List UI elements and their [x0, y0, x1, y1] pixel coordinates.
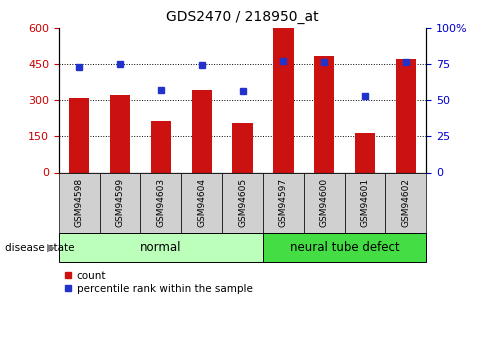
Bar	[386, 172, 426, 233]
Text: GSM94602: GSM94602	[401, 178, 411, 227]
Text: GSM94598: GSM94598	[74, 178, 84, 227]
Title: GDS2470 / 218950_at: GDS2470 / 218950_at	[166, 10, 319, 24]
Text: neural tube defect: neural tube defect	[290, 241, 399, 254]
Bar	[69, 98, 89, 172]
Bar	[222, 172, 263, 233]
Text: GSM94605: GSM94605	[238, 178, 247, 227]
Bar	[181, 172, 222, 233]
Bar	[59, 172, 99, 233]
Bar	[141, 172, 181, 233]
Text: GSM94603: GSM94603	[156, 178, 166, 227]
Bar	[273, 28, 294, 172]
Text: normal: normal	[140, 241, 182, 254]
Bar	[396, 59, 416, 172]
Text: GSM94601: GSM94601	[361, 178, 369, 227]
Text: GSM94599: GSM94599	[116, 178, 124, 227]
Bar	[304, 172, 344, 233]
Bar	[59, 233, 263, 262]
Text: GSM94597: GSM94597	[279, 178, 288, 227]
Bar	[344, 172, 386, 233]
Text: GSM94600: GSM94600	[319, 178, 329, 227]
Text: disease state: disease state	[5, 243, 74, 253]
Bar	[263, 172, 304, 233]
Text: ▶: ▶	[47, 243, 55, 253]
Bar	[151, 121, 171, 172]
Bar	[192, 90, 212, 172]
Text: GSM94604: GSM94604	[197, 178, 206, 227]
Bar	[232, 123, 253, 172]
Bar	[314, 56, 334, 172]
Bar	[263, 233, 426, 262]
Legend: count, percentile rank within the sample: count, percentile rank within the sample	[64, 271, 252, 294]
Bar	[355, 133, 375, 172]
Bar	[99, 172, 141, 233]
Bar	[110, 95, 130, 172]
